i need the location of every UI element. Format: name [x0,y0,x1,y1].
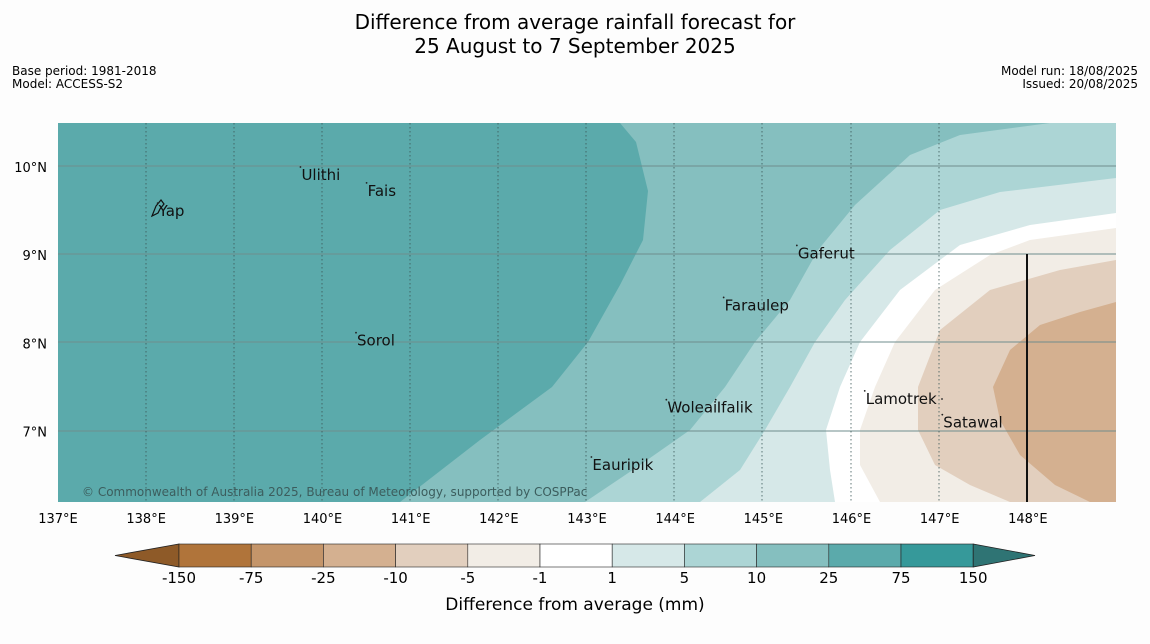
place-label: Sorol [357,332,395,350]
place-label: Satawal [943,414,1002,432]
colorbar-swatch [395,543,469,568]
place-label: Lamotrek [866,390,937,408]
lat-tick-label: 10°N [14,161,47,176]
place-marker [665,398,668,401]
place-label: Faraulep [725,296,789,314]
colorbar-title: Difference from average (mm) [445,595,704,615]
issued-date: Issued: 20/08/2025 [1022,77,1138,91]
latitude-labels: 7°N 8°N 9°N 10°N [14,161,47,440]
place-marker [590,456,593,458]
title-line-1: Difference from average rainfall forecas… [354,10,796,34]
place-labels: Ulithi Fais Yap Gaferut Faraulep Sorol Lamotre… [156,166,1003,474]
place-marker [714,398,717,401]
place-marker [156,202,159,205]
contour-neg10-neg25 [993,302,1116,502]
map-plot[interactable]: Ulithi Fais Yap Gaferut Faraulep Sorol Lamotre… [58,123,1116,502]
colorbar-tick-label: 5 [680,569,690,587]
place-label: Yap [158,202,185,220]
lat-tick-label: 9°N [23,249,48,264]
colorbar-swatch [611,543,685,568]
colorbar-tick-label: 25 [819,569,838,587]
islet-dot [941,398,943,400]
place-label: Eauripik [592,456,653,474]
lon-tick-label: 148°E [1008,512,1048,527]
lat-tick-label: 8°N [23,337,48,352]
place-label: Ulithi [301,166,340,184]
lon-tick-label: 146°E [832,512,872,527]
chart-title: Difference from average rainfall forecas… [0,10,1150,58]
place-label: Gaferut [798,244,855,262]
meta-left: Base period: 1981-2018 Model: ACCESS-S2 [12,65,157,91]
colorbar-swatch [178,543,252,568]
longitude-labels: 137°E 138°E 139°E 140°E 141°E 142°E 143°E 144°E… [38,512,1047,527]
colorbar-swatch [828,543,902,568]
place-marker [365,181,368,184]
place-marker [355,331,357,334]
place-label: Ifalik [717,399,753,417]
colorbar-tick-label: 75 [891,569,910,587]
lon-tick-label: 140°E [303,512,343,527]
colorbar-tick-label: -25 [311,569,336,587]
place-label: Woleai [667,399,717,417]
lon-tick-label: 142°E [479,512,519,527]
meta-right: Model run: 18/08/2025 Issued: 20/08/2025 [1001,65,1138,91]
place-marker [722,296,725,299]
lon-tick-label: 137°E [38,512,78,527]
colorbar-swatch [323,543,396,568]
colorbar-swatch [250,543,324,568]
colorbar-tick-label: -1 [533,569,548,587]
copyright-text: © Commonwealth of Australia 2025, Bureau… [82,485,587,499]
colorbar-fill [114,543,1036,568]
place-marker [863,389,866,392]
colorbar-tick-label: 150 [959,569,988,587]
base-period: Base period: 1981-2018 [12,64,157,78]
colorbar-tick-label: -75 [239,569,264,587]
place-marker [941,413,944,416]
colorbar-swatch [900,543,974,568]
title-line-2: 25 August to 7 September 2025 [414,34,736,58]
lon-tick-label: 144°E [655,512,695,527]
lon-tick-label: 147°E [920,512,960,527]
model-run: Model run: 18/08/2025 [1000,64,1138,78]
colorbar-arrow-low [114,543,180,568]
colorbar-swatch [684,543,757,568]
lat-tick-label: 7°N [23,425,48,440]
colorbar-labels: -150 -75 -25 -10 -5 -1 1 5 10 25 75 150 [162,569,988,587]
colorbar-arrow-high [972,543,1036,568]
colorbar-tick-label: 10 [747,569,766,587]
place-label: Fais [368,182,397,200]
colorbar-tick-label: 1 [607,569,617,587]
colorbar: -150 -75 -25 -10 -5 -1 1 5 10 25 75 150 Difference … [114,543,1036,615]
model-name: Model: ACCESS-S2 [12,77,124,91]
lon-tick-label: 141°E [391,512,431,527]
colorbar-swatch [756,543,830,568]
place-marker [299,166,302,168]
place-marker [795,244,798,247]
colorbar-tick-label: -5 [460,569,475,587]
colorbar-swatch [539,543,613,568]
yap-island-outline [150,199,165,218]
colorbar-swatch [467,543,541,568]
colorbar-tick-label: -150 [162,569,196,587]
lon-tick-label: 139°E [215,512,255,527]
longitude-gridlines [145,123,940,502]
lon-tick-label: 143°E [567,512,607,527]
lon-tick-label: 138°E [126,512,166,527]
colorbar-tick-label: -10 [383,569,408,587]
lon-tick-label: 145°E [744,512,784,527]
